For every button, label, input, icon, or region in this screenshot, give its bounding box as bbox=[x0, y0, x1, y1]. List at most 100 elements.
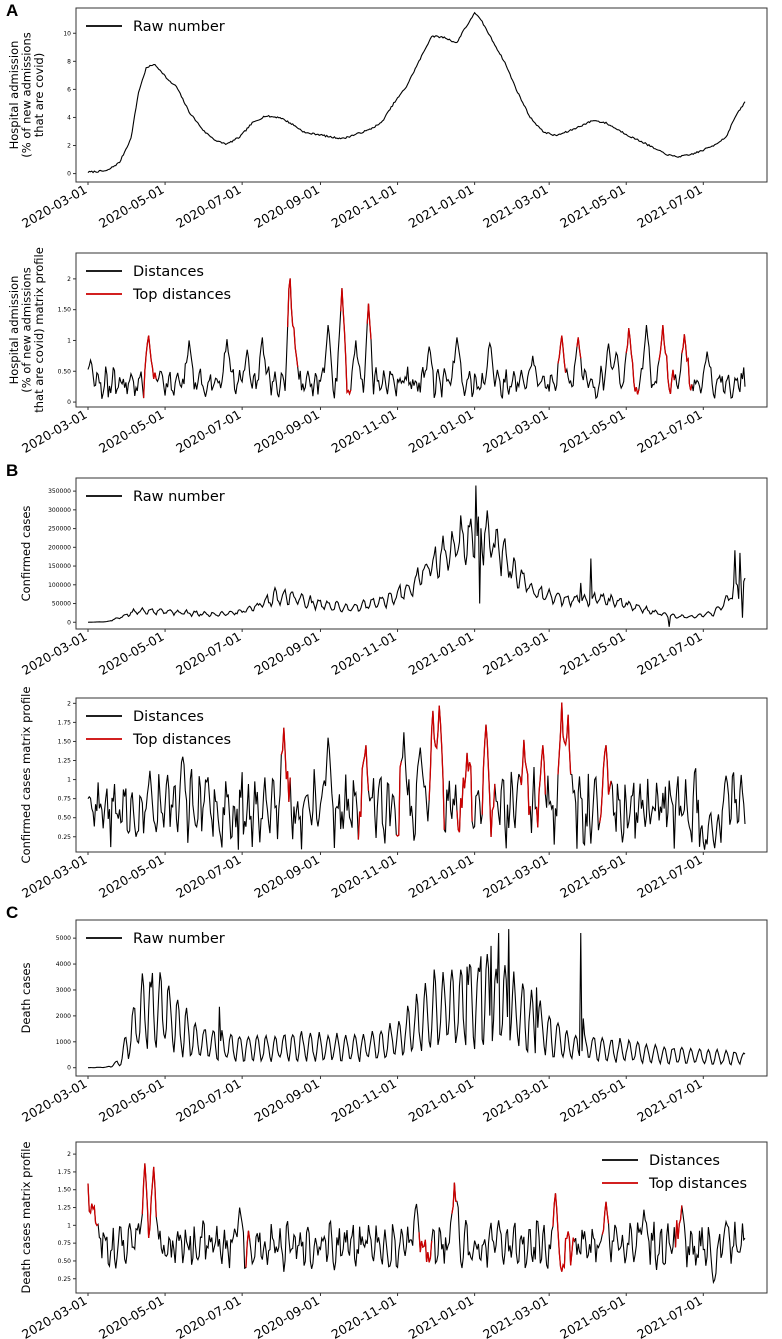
y-tick-label: 1 bbox=[67, 777, 71, 784]
x-tick-label: 2020-07-01 bbox=[173, 407, 243, 456]
y-axis-label-line: (% of new admissions bbox=[20, 32, 34, 157]
y-tick-label: 5000 bbox=[56, 935, 71, 942]
x-tick-label: 2020-07-01 bbox=[173, 182, 243, 231]
plot-frame bbox=[75, 919, 768, 1077]
plot-frame bbox=[75, 1141, 768, 1294]
legend: Distances Top distances bbox=[86, 709, 231, 748]
x-tick-label: 2021-07-01 bbox=[634, 407, 704, 456]
series-line bbox=[87, 485, 746, 627]
x-tick-label: 2021-01-01 bbox=[406, 182, 476, 231]
y-axis-label: Hospital admission(% of new admissionsth… bbox=[7, 32, 46, 157]
x-tick-label: 2020-05-01 bbox=[96, 407, 166, 456]
y-axis-label-line: Hospital admission bbox=[7, 276, 21, 385]
x-tick-label: 2020-03-01 bbox=[19, 407, 89, 456]
x-tick-label: 2020-07-01 bbox=[173, 1293, 243, 1339]
y-tick-label: 1.75 bbox=[58, 1169, 72, 1176]
y-tick-label: 1.75 bbox=[58, 719, 72, 726]
top-distance-segment bbox=[481, 724, 496, 838]
y-axis-label: Confirmed cases bbox=[19, 506, 33, 602]
x-tick-label: 2021-01-01 bbox=[406, 852, 476, 901]
legend: Raw number bbox=[86, 19, 225, 35]
x-tick-label: 2021-07-01 bbox=[634, 1076, 704, 1125]
top-distance-segment bbox=[557, 335, 567, 373]
y-tick-label: 4 bbox=[67, 114, 71, 121]
legend-label: Distances bbox=[133, 264, 204, 280]
series-line bbox=[87, 1163, 746, 1285]
x-tick-label: 2021-03-01 bbox=[480, 852, 550, 901]
top-distance-segment bbox=[428, 705, 445, 830]
y-axis-label-line: Death cases bbox=[19, 963, 33, 1034]
panel-letter-b: B bbox=[6, 461, 18, 480]
x-tick-label: 2021-03-01 bbox=[480, 407, 550, 456]
chart-1: 0 0.50 1 1.50 2 2020-03-01 2020-05-01 2020-07-0… bbox=[7, 247, 768, 456]
legend-label: Raw number bbox=[133, 19, 225, 35]
legend-label: Raw number bbox=[133, 931, 225, 947]
plot-frame bbox=[75, 477, 768, 630]
panel-letter-c: C bbox=[6, 903, 18, 922]
y-tick-label: 0.25 bbox=[58, 834, 72, 841]
x-tick-label: 2020-03-01 bbox=[19, 1076, 89, 1125]
legend-label: Top distances bbox=[132, 732, 231, 748]
x-tick-label: 2021-07-01 bbox=[634, 852, 704, 901]
top-distance-segment bbox=[357, 745, 370, 840]
y-tick-label: 0 bbox=[67, 171, 71, 178]
x-tick-label: 2020-03-01 bbox=[19, 629, 89, 678]
legend-label: Raw number bbox=[133, 489, 225, 505]
y-tick-label: 0.25 bbox=[58, 1276, 72, 1283]
y-axis-label-line: (% of new admissions bbox=[20, 267, 34, 392]
x-tick-label: 2021-01-01 bbox=[406, 1076, 476, 1125]
x-tick-label: 2020-09-01 bbox=[252, 852, 322, 901]
y-axis-label: Confirmed cases matrix profile bbox=[19, 687, 33, 864]
top-distance-segment bbox=[366, 303, 372, 340]
x-tick-label: 2020-11-01 bbox=[329, 182, 399, 231]
x-tick-label: 2020-09-01 bbox=[252, 1076, 322, 1125]
y-tick-label: 0.50 bbox=[58, 1258, 72, 1265]
x-tick-label: 2020-05-01 bbox=[96, 629, 166, 678]
y-tick-label: 2 bbox=[67, 276, 71, 283]
x-tick-label: 2021-07-01 bbox=[634, 182, 704, 231]
y-tick-label: 1.50 bbox=[58, 738, 72, 745]
top-distance-segment bbox=[456, 752, 473, 833]
plot-frame bbox=[75, 697, 768, 853]
y-axis-label: Death cases bbox=[19, 963, 33, 1034]
legend: Distances Top distances bbox=[86, 264, 231, 303]
top-distance-segment bbox=[681, 334, 693, 391]
x-tick-label: 2021-05-01 bbox=[557, 407, 627, 456]
x-tick-label: 2021-01-01 bbox=[406, 629, 476, 678]
y-axis-label-line: that are covid) bbox=[32, 53, 46, 137]
y-tick-label: 8 bbox=[67, 58, 71, 65]
x-tick-label: 2020-11-01 bbox=[329, 1293, 399, 1339]
y-tick-label: 10 bbox=[63, 30, 71, 37]
chart-4: 0 1000 2000 3000 4000 5000 2020-03-01 2020-05-0… bbox=[19, 919, 768, 1125]
y-axis-label-line: Confirmed cases bbox=[19, 506, 33, 602]
y-tick-label: 1.25 bbox=[58, 758, 72, 765]
top-distance-segment bbox=[576, 337, 582, 359]
x-tick-label: 2021-01-01 bbox=[406, 1293, 476, 1339]
y-axis-label-line: Death cases matrix profile bbox=[19, 1142, 33, 1294]
y-tick-label: 1.50 bbox=[58, 1187, 72, 1194]
top-distance-segment bbox=[599, 745, 612, 823]
x-tick-label: 2020-11-01 bbox=[329, 629, 399, 678]
y-tick-label: 300000 bbox=[48, 507, 71, 514]
y-tick-label: 6 bbox=[67, 86, 71, 93]
y-tick-label: 0 bbox=[67, 1065, 71, 1072]
y-axis-label-line: Hospital admission bbox=[7, 41, 21, 150]
x-tick-label: 2020-11-01 bbox=[329, 852, 399, 901]
x-tick-label: 2020-11-01 bbox=[329, 1076, 399, 1125]
top-distance-segment bbox=[245, 1230, 251, 1268]
y-tick-label: 1000 bbox=[56, 1039, 71, 1046]
series-line bbox=[87, 929, 746, 1069]
x-tick-label: 2021-05-01 bbox=[557, 182, 627, 231]
top-distance-segment bbox=[340, 288, 352, 396]
top-distance-segment bbox=[142, 335, 157, 399]
x-tick-label: 2020-09-01 bbox=[252, 629, 322, 678]
y-tick-label: 350000 bbox=[48, 488, 71, 495]
y-tick-label: 0.50 bbox=[58, 368, 72, 375]
x-tick-label: 2021-03-01 bbox=[480, 1076, 550, 1125]
series-line bbox=[87, 702, 746, 850]
legend: Distances Top distances bbox=[602, 1153, 747, 1192]
